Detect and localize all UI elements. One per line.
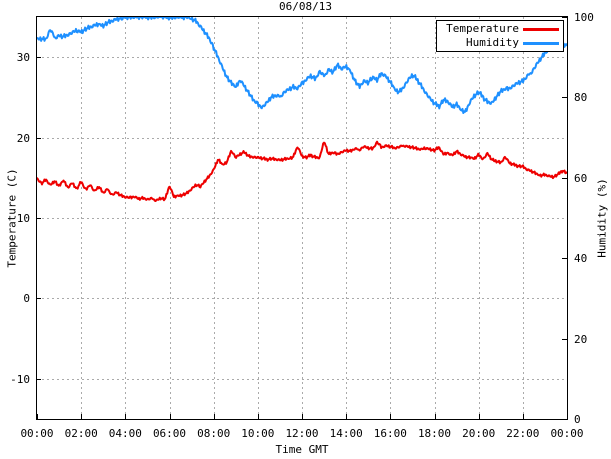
y-right-tick-label: 60: [574, 171, 588, 185]
legend-swatch-temperature: [523, 28, 559, 31]
y-left-tickmark: [36, 379, 41, 380]
x-tickmark: [567, 414, 568, 419]
x-tick-label: 20:00: [462, 427, 496, 440]
x-tickmark: [170, 414, 171, 419]
legend-label-humidity: Humidity: [466, 36, 519, 49]
x-tick-label: 16:00: [373, 427, 407, 440]
y-right-tick-label: 0: [574, 413, 581, 426]
x-tickmark: [37, 414, 38, 419]
x-tickmark: [125, 414, 126, 419]
legend-item-humidity: Humidity: [437, 36, 563, 50]
series-line-humidity: [37, 17, 567, 115]
chart-title: 06/08/13: [279, 0, 332, 13]
y-right-tick-label: 20: [574, 332, 588, 346]
x-tick-label: 00:00: [550, 427, 584, 440]
legend-label-temperature: Temperature: [446, 22, 519, 35]
x-tick-label: 10:00: [241, 427, 275, 440]
y-left-tick-label: 0: [23, 292, 30, 306]
x-tickmark: [523, 414, 524, 419]
legend-item-temperature: Temperature: [437, 22, 563, 36]
plot-svg: [37, 17, 567, 419]
x-tick-label: 08:00: [197, 427, 231, 440]
x-tickmark: [390, 414, 391, 419]
x-tickmark: [302, 414, 303, 419]
y-left-tickmark: [36, 57, 41, 58]
y-left-tick-label: 10: [16, 212, 30, 225]
y-right-tick-label: 80: [574, 91, 588, 105]
y-right-tickmark: [562, 178, 567, 179]
x-tick-label: 06:00: [152, 427, 187, 440]
y-right-tickmark: [562, 17, 567, 18]
y-left-tickmark: [36, 138, 41, 139]
x-tickmark: [81, 414, 82, 419]
x-tickmark: [435, 414, 436, 419]
y-right-tickmark: [562, 258, 567, 259]
legend-swatch-humidity: [523, 42, 559, 45]
x-axis-label: Time GMT: [275, 443, 329, 456]
y-left-tick-label: -10: [10, 372, 30, 386]
x-tick-label: 18:00: [417, 427, 452, 440]
y-axis-right-label-text: Humidity (%): [595, 178, 609, 258]
y-right-tickmark: [562, 419, 567, 420]
y-left-tick-label: 20: [16, 131, 30, 145]
x-tick-label: 02:00: [64, 427, 98, 440]
x-tick-label: 04:00: [108, 427, 142, 440]
y-right-tickmark: [562, 339, 567, 340]
y-right-tickmark: [562, 97, 567, 98]
grid-lines: [37, 17, 567, 419]
x-tickmark: [214, 414, 215, 419]
x-tick-label: 22:00: [506, 427, 540, 440]
series-lines: [37, 17, 567, 203]
x-tickmark: [479, 414, 480, 419]
series-line-temperature: [37, 140, 567, 203]
chart-legend: Temperature Humidity: [436, 20, 564, 52]
plot-area: [36, 16, 568, 420]
x-tickmark: [258, 414, 259, 419]
x-tick-label: 00:00: [20, 427, 54, 440]
x-tick-label: 12:00: [285, 427, 319, 440]
y-right-tick-label: 40: [574, 252, 588, 266]
x-tick-label: 14:00: [329, 427, 363, 440]
y-left-tickmark: [36, 298, 41, 299]
x-tickmark: [346, 414, 347, 419]
y-left-tick-label: 30: [16, 51, 30, 65]
y-left-tickmark: [36, 218, 41, 219]
y-right-tick-label: 100: [574, 11, 594, 24]
